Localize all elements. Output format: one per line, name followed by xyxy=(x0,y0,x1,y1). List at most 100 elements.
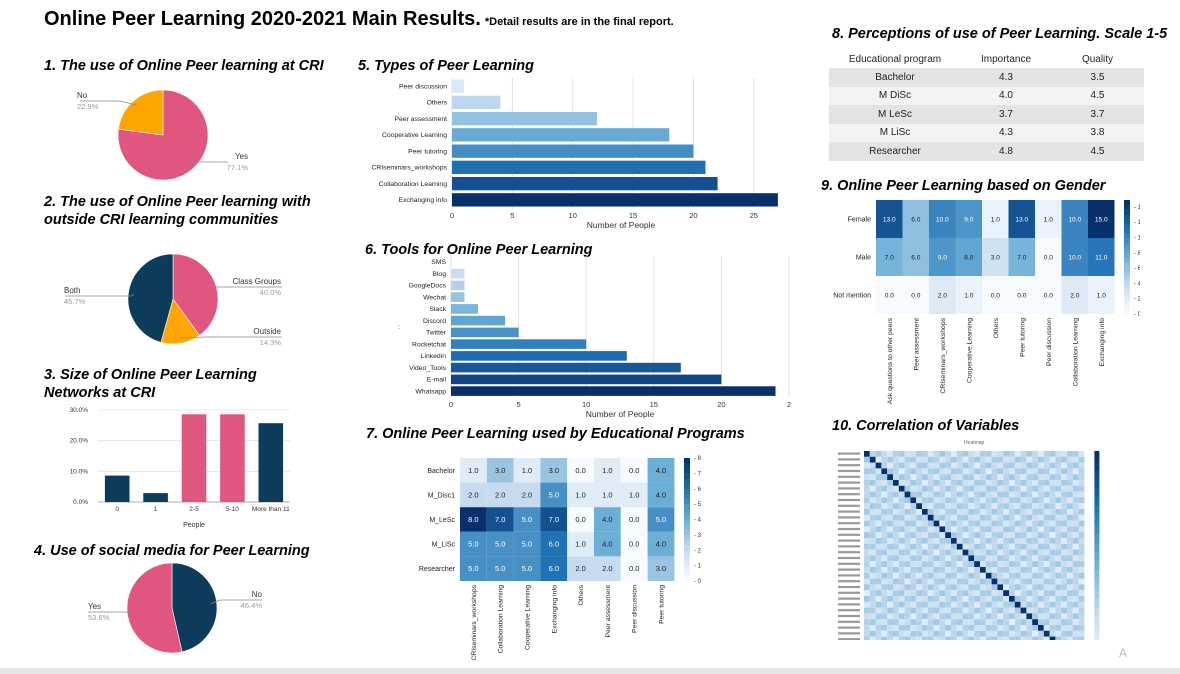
heatmap-cell xyxy=(875,538,882,544)
colorbar-segment xyxy=(684,514,690,521)
heatmap-cell xyxy=(1009,456,1015,463)
heatmap-cell xyxy=(945,526,951,533)
heatmap-cell xyxy=(1043,474,1050,480)
heatmap-cell xyxy=(898,456,905,463)
colorbar-segment xyxy=(684,468,690,474)
heatmap-cell xyxy=(980,503,986,509)
colorbar-segment xyxy=(1124,242,1130,249)
heatmap-cell xyxy=(1078,596,1085,602)
heatmap-cell xyxy=(974,491,980,498)
heatmap-cell xyxy=(951,578,957,585)
heatmap-cell xyxy=(962,636,969,640)
heatmap-cell xyxy=(864,596,870,602)
heatmap-cell xyxy=(956,538,963,544)
colorbar-segment xyxy=(684,534,690,541)
heatmap-cell xyxy=(1043,561,1050,567)
chart1-title: 1. The use of Online Peer learning at CR… xyxy=(44,58,324,74)
heatmap-cell xyxy=(945,596,951,602)
pie-slice xyxy=(172,253,219,336)
y-tick-label: Video_Tools xyxy=(409,365,447,372)
heatmap-cell xyxy=(933,601,940,608)
heatmap-cell xyxy=(1026,480,1033,486)
heatmap-cell xyxy=(922,555,928,562)
heatmap-value: 4.0 xyxy=(656,466,666,475)
heatmap-cell xyxy=(1049,456,1056,463)
heatmap-cell xyxy=(962,480,969,486)
heatmap-cell xyxy=(1020,491,1027,498)
heatmap-cell xyxy=(567,458,594,483)
heatmap-cell xyxy=(991,572,998,579)
heatmap-cell xyxy=(927,526,934,533)
heatmap-cell xyxy=(1026,456,1033,463)
heatmap-cell xyxy=(620,482,648,508)
colorbar-segment xyxy=(1094,625,1100,636)
heatmap-cell xyxy=(567,482,594,508)
heatmap-cell xyxy=(956,584,963,591)
pie-leader-line xyxy=(65,293,135,297)
colorbar-segment xyxy=(684,524,690,531)
heatmap-cell xyxy=(985,480,992,486)
heatmap-cell xyxy=(1043,514,1050,521)
heatmap-cell xyxy=(1061,584,1067,591)
column-label: Peer tutoring xyxy=(659,585,666,624)
heatmap-cell xyxy=(910,474,917,480)
table-row: Bachelor 4.3 3.5 xyxy=(829,68,1144,87)
heatmap-cell xyxy=(1003,491,1009,498)
heatmap-cell xyxy=(1014,497,1021,504)
heatmap-cell xyxy=(997,578,1004,585)
heatmap-cell xyxy=(1067,567,1073,573)
heatmap-cell xyxy=(974,555,980,562)
bar xyxy=(452,79,465,93)
heatmap-cell xyxy=(1067,474,1073,480)
heatmap-cell xyxy=(991,613,998,620)
table-cell: 4.5 xyxy=(1051,142,1144,161)
heatmap-cell xyxy=(910,584,917,591)
heatmap-cell xyxy=(1026,619,1033,625)
heatmap-cell xyxy=(904,514,911,521)
y-tick-label: Cooperative Learning xyxy=(382,132,447,139)
table-header-cell: Quality xyxy=(1051,51,1144,68)
heatmap-cell xyxy=(951,625,957,631)
colorbar-segment xyxy=(684,509,690,515)
heatmap-value: 5.0 xyxy=(495,540,505,549)
heatmap-cell xyxy=(1061,607,1067,614)
heatmap-cell xyxy=(968,584,975,591)
heatmap-cell xyxy=(1003,596,1009,602)
heatmap-cell xyxy=(956,561,963,567)
chart10-heatmap: Heatmap xyxy=(838,440,1100,640)
heatmap-cell xyxy=(933,497,940,504)
heatmap-cell xyxy=(1009,497,1015,504)
heatmap-cell xyxy=(922,543,928,550)
heatmap-cell xyxy=(1032,485,1038,492)
colorbar-segment xyxy=(1094,561,1100,571)
heatmap-value: 0.0 xyxy=(629,540,639,549)
heatmap-cell xyxy=(1072,601,1079,608)
heatmap-cell xyxy=(1078,555,1085,562)
heatmap-cell xyxy=(927,613,934,620)
heatmap-cell xyxy=(898,485,905,492)
heatmap-cell xyxy=(951,561,957,567)
row-label-illegible xyxy=(838,493,860,496)
heatmap-cell xyxy=(1061,468,1067,475)
heatmap-cell xyxy=(1020,561,1027,567)
bar xyxy=(452,144,694,158)
heatmap-cell xyxy=(1067,451,1073,457)
heatmap-value: 1.0 xyxy=(468,466,478,475)
heatmap-cell xyxy=(1032,596,1038,602)
heatmap-cell xyxy=(898,630,905,637)
heatmap-cell xyxy=(1026,509,1033,515)
colorbar-segment xyxy=(1124,295,1130,301)
heatmap-cell xyxy=(1055,514,1062,521)
heatmap-cell xyxy=(997,456,1004,463)
column-label: Peer discussion xyxy=(632,585,639,633)
row-label-illegible xyxy=(838,638,860,640)
heatmap-cell xyxy=(1067,532,1073,538)
heatmap-cell xyxy=(991,474,998,480)
heatmap-cell xyxy=(1061,238,1088,276)
heatmap-cell xyxy=(1078,584,1085,591)
heatmap-cell xyxy=(1009,468,1015,475)
table-row: M DiSc 4.0 4.5 xyxy=(829,86,1144,105)
heatmap-cell xyxy=(991,578,998,585)
heatmap-cell xyxy=(1026,474,1033,480)
pie-leader-line xyxy=(188,161,228,165)
